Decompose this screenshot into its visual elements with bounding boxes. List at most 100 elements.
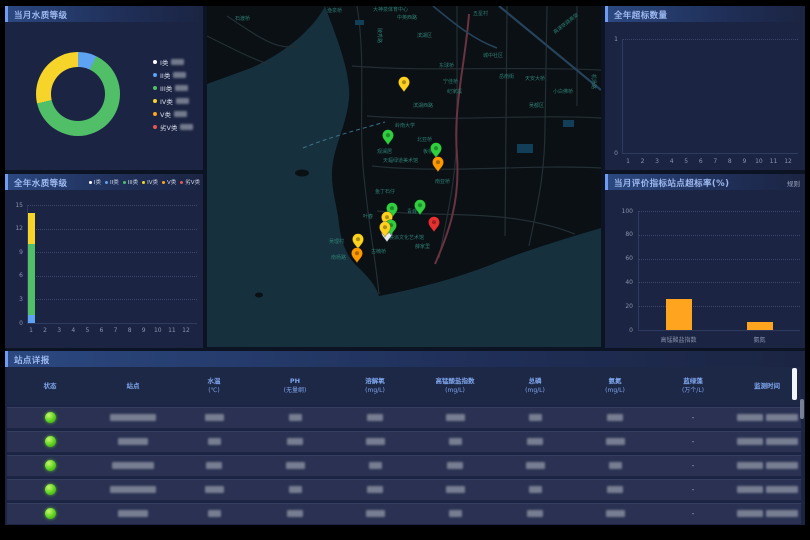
column-header[interactable]: PH(无量纲) xyxy=(255,376,335,396)
map-place-label: 城中社区 xyxy=(483,52,503,59)
legend-dot xyxy=(123,181,126,184)
table-cell: - xyxy=(655,414,731,422)
x-tick-label: 3 xyxy=(655,158,659,165)
legend-dot xyxy=(153,73,157,77)
table-row[interactable]: - xyxy=(7,503,801,524)
table-scrollbar-thumb[interactable] xyxy=(792,368,797,400)
column-header[interactable]: 总磷(mg/L) xyxy=(495,376,575,396)
legend-item[interactable]: III类 xyxy=(153,81,193,94)
column-header[interactable]: 水温(℃) xyxy=(173,376,255,396)
legend-label: III类 xyxy=(160,83,172,93)
redacted-value xyxy=(171,59,184,65)
panel-title: 当月水质等级 xyxy=(14,9,67,21)
legend-item[interactable]: I类 xyxy=(153,55,193,68)
map-place-label: 观澜居 xyxy=(377,148,392,155)
stacked-bar-segment[interactable] xyxy=(28,315,35,323)
y-tick-label: 1 xyxy=(606,36,618,43)
table-cell xyxy=(93,462,173,469)
map-water-feature xyxy=(563,120,574,127)
gridline xyxy=(638,282,800,283)
legend-item[interactable]: V类 xyxy=(162,178,176,186)
table-cell xyxy=(575,486,655,493)
y-tick-label: 40 xyxy=(607,279,633,286)
legend-item[interactable]: IV类 xyxy=(153,94,193,107)
x-tick-label: 7 xyxy=(713,158,717,165)
column-header[interactable]: 高锰酸盐指数(mg/L) xyxy=(415,376,495,396)
legend-item[interactable]: IV类 xyxy=(142,178,158,186)
y-tick-label: 3 xyxy=(7,296,23,303)
table-cell xyxy=(255,462,335,469)
redacted-value xyxy=(446,414,465,421)
column-header[interactable]: 蓝绿藻(万个/L) xyxy=(655,376,731,396)
map-place-label: 鱼丁石仔 xyxy=(375,188,395,195)
column-header[interactable]: 溶解氧(mg/L) xyxy=(335,376,415,396)
map-place-label: 滨湖西路 xyxy=(413,102,433,109)
x-tick-label: 2 xyxy=(43,327,47,334)
legend-item[interactable]: 劣V类 xyxy=(180,178,200,186)
table-cell xyxy=(255,510,335,517)
column-label: 高锰酸盐指数 xyxy=(415,376,495,386)
redacted-value xyxy=(289,414,302,421)
x-tick-label: 9 xyxy=(742,158,746,165)
panel-title: 全年水质等级 xyxy=(14,177,67,189)
table-row[interactable]: - xyxy=(7,479,801,500)
redacted-value xyxy=(607,486,623,493)
column-header[interactable]: 站点 xyxy=(93,381,173,391)
column-unit: (mg/L) xyxy=(495,386,575,396)
rule-legend-label[interactable]: 规则 xyxy=(787,178,800,188)
legend-item[interactable]: II类 xyxy=(153,68,193,81)
page-scrollbar-thumb[interactable] xyxy=(800,399,804,419)
table-cell xyxy=(731,510,803,517)
table-cell: - xyxy=(655,510,731,518)
redacted-time xyxy=(766,462,798,469)
column-label: 氨氮 xyxy=(575,376,655,386)
map-place-label: 荟派文化艺术馆 xyxy=(389,234,424,241)
column-unit: (℃) xyxy=(173,386,255,396)
legend-item[interactable]: I类 xyxy=(89,178,101,186)
quality-donut-chart[interactable] xyxy=(36,52,120,136)
panel-header: 当月评价指标站点超标率(%) 规则 xyxy=(605,174,805,190)
stacked-bar-segment[interactable] xyxy=(28,213,35,244)
rate-bar[interactable] xyxy=(666,299,692,330)
table-cell xyxy=(173,510,255,517)
legend-label: 劣V类 xyxy=(185,178,200,186)
redacted-value xyxy=(208,510,221,517)
city-map[interactable]: 石渡桥渔泉桥大神泉体育中心陵秀路中英西路滨湖区五星村高速铁路高架城中社区东球桥宁… xyxy=(207,6,601,347)
redacted-time xyxy=(766,438,798,445)
legend-item[interactable]: 劣V类 xyxy=(153,120,193,133)
map-place-label: 岳南街 xyxy=(499,73,514,80)
map-place-label: 滨湖区 xyxy=(417,32,432,39)
y-axis xyxy=(622,39,623,153)
legend-dot xyxy=(153,60,157,64)
map-place-label: 古楠桥 xyxy=(371,248,386,255)
table-cell xyxy=(495,414,575,421)
algae-value: - xyxy=(692,486,695,494)
table-cell xyxy=(575,438,655,445)
column-label: 蓝绿藻 xyxy=(655,376,731,386)
redacted-value xyxy=(369,462,382,469)
y-tick-label: 20 xyxy=(607,303,633,310)
stacked-bar-segment[interactable] xyxy=(28,244,35,315)
table-cell xyxy=(495,438,575,445)
column-header[interactable]: 状态 xyxy=(7,381,93,391)
x-tick-label: 8 xyxy=(728,158,732,165)
legend-item[interactable]: V类 xyxy=(153,107,193,120)
rate-bar[interactable] xyxy=(747,322,773,330)
redacted-value xyxy=(527,438,543,445)
redacted-value xyxy=(180,124,193,130)
table-cell xyxy=(7,484,93,495)
table-cell xyxy=(335,438,415,445)
table-row[interactable]: - xyxy=(7,455,801,476)
column-header[interactable]: 氨氮(mg/L) xyxy=(575,376,655,396)
y-tick-label: 80 xyxy=(607,231,633,238)
legend-item[interactable]: III类 xyxy=(123,178,138,186)
legend-dot xyxy=(153,86,157,90)
table-cell xyxy=(93,438,173,445)
table-row[interactable]: - xyxy=(7,431,801,452)
redacted-value xyxy=(176,98,189,104)
gridline xyxy=(27,205,197,206)
legend-item[interactable]: II类 xyxy=(105,178,119,186)
y-tick-label: 0 xyxy=(7,320,23,327)
redacted-date xyxy=(737,462,763,469)
table-row[interactable]: - xyxy=(7,407,801,428)
